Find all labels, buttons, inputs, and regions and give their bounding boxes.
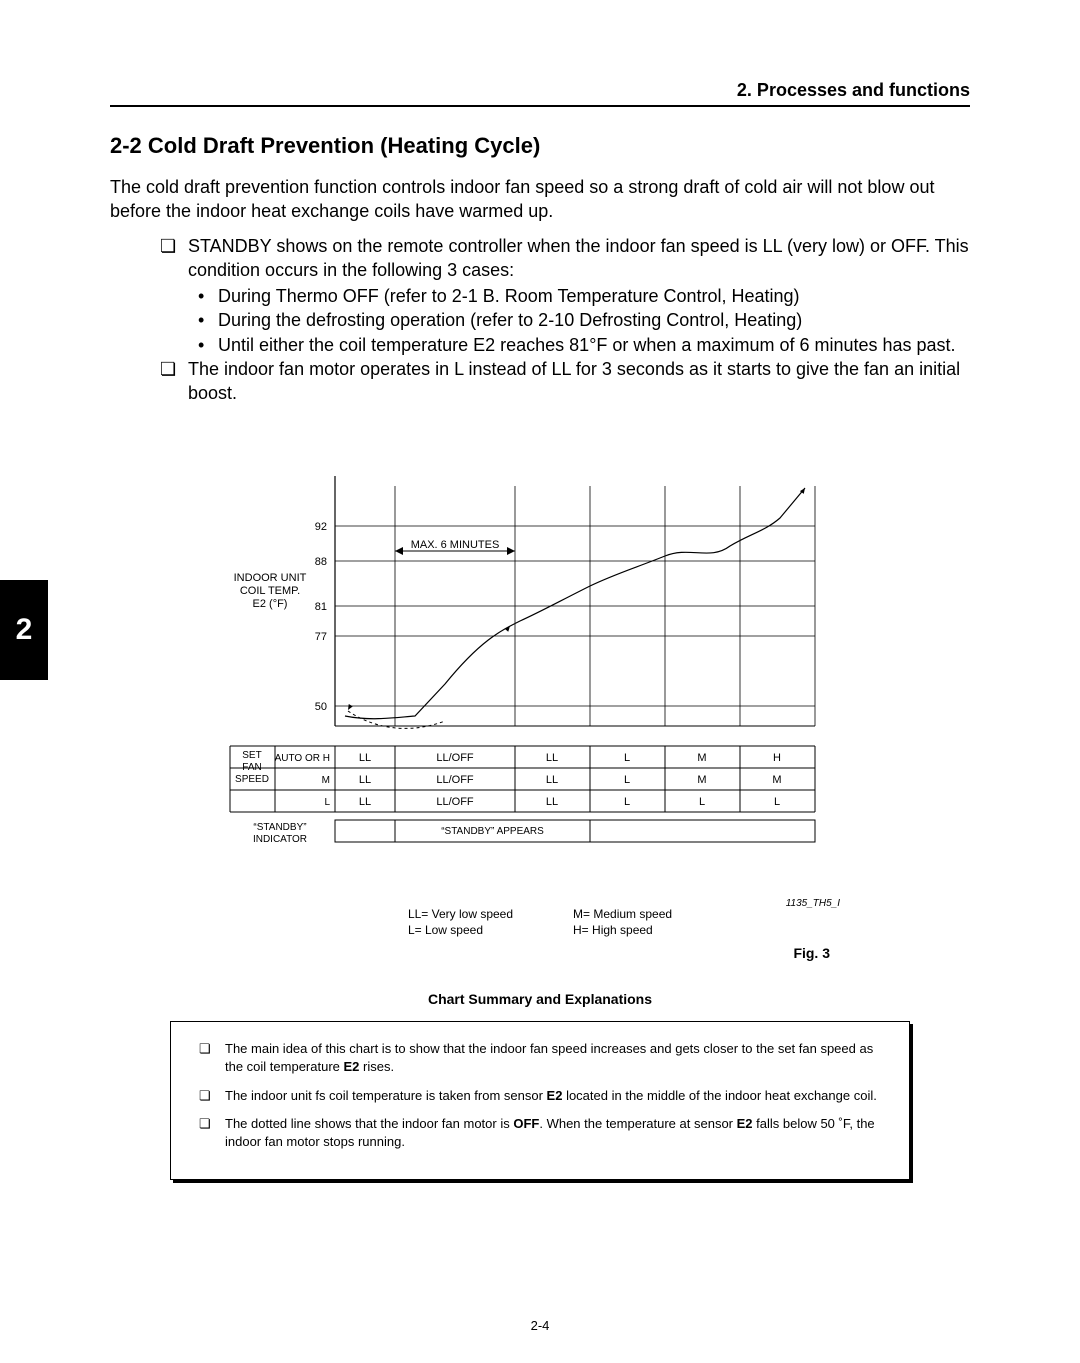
legend: LL= Very low speed L= Low speed M= Mediu… — [220, 906, 860, 940]
list-item-2-text: The indoor fan motor operates in L inste… — [188, 357, 970, 406]
legend-h: H= High speed — [573, 922, 672, 939]
svg-text:92: 92 — [315, 521, 327, 533]
svg-text:LL/OFF: LL/OFF — [436, 752, 474, 764]
list-item-2: ❏ The indoor fan motor operates in L ins… — [160, 357, 970, 406]
standby-row: “STANDBY”INDICATOR “STANDBY” APPEARS — [253, 820, 815, 845]
svg-text:50: 50 — [315, 701, 327, 713]
svg-text:LL: LL — [359, 774, 371, 786]
svg-text:M: M — [772, 774, 781, 786]
svg-text:M: M — [697, 752, 706, 764]
y-ticks: 92 88 81 77 50 — [315, 521, 327, 713]
main-list: ❏ STANDBY shows on the remote controller… — [160, 234, 970, 406]
section-title: 2-2 Cold Draft Prevention (Heating Cycle… — [110, 133, 970, 159]
svg-text:81: 81 — [315, 601, 327, 613]
bullet-icon: • — [198, 284, 210, 308]
sub-list: • During Thermo OFF (refer to 2-1 B. Roo… — [198, 284, 970, 357]
temperature-curve — [345, 488, 805, 719]
arrow-right-icon — [507, 547, 515, 555]
svg-text:“STANDBY” APPEARS: “STANDBY” APPEARS — [441, 826, 544, 837]
sub-item-2-text: During the defrosting operation (refer t… — [218, 308, 802, 332]
svg-text:SPEED: SPEED — [235, 774, 269, 785]
sub-item-2: • During the defrosting operation (refer… — [198, 308, 970, 332]
summary-item-1-text: The main idea of this chart is to show t… — [225, 1040, 881, 1076]
svg-text:FAN: FAN — [242, 762, 261, 773]
svg-text:M: M — [697, 774, 706, 786]
sub-item-1: • During Thermo OFF (refer to 2-1 B. Roo… — [198, 284, 970, 308]
svg-text:AUTO OR H: AUTO OR H — [275, 753, 330, 764]
svg-text:LL: LL — [546, 796, 558, 808]
summary-item-2-text: The indoor unit fs coil temperature is t… — [225, 1087, 877, 1105]
svg-text:M: M — [322, 775, 330, 786]
page-content: 2. Processes and functions 2-2 Cold Draf… — [0, 0, 1080, 1220]
sub-item-3: • Until either the coil temperature E2 r… — [198, 333, 970, 357]
summary-item-1: ❏ The main idea of this chart is to show… — [199, 1040, 881, 1076]
summary-item-3: ❏ The dotted line shows that the indoor … — [199, 1115, 881, 1151]
summary-box: ❏ The main idea of this chart is to show… — [170, 1021, 910, 1180]
legend-ll: LL= Very low speed — [408, 906, 513, 923]
sub-item-1-text: During Thermo OFF (refer to 2-1 B. Room … — [218, 284, 800, 308]
svg-text:88: 88 — [315, 556, 327, 568]
chart-svg: INDOOR UNITCOIL TEMP.E2 (°F) MAX. 6 MINU… — [220, 466, 860, 896]
svg-text:L: L — [624, 796, 630, 808]
chart-container: INDOOR UNITCOIL TEMP.E2 (°F) MAX. 6 MINU… — [220, 466, 860, 962]
arrow-left-icon — [395, 547, 403, 555]
svg-text:SET: SET — [242, 750, 261, 761]
summary-item-3-text: The dotted line shows that the indoor fa… — [225, 1115, 881, 1151]
curve-arrowhead-start-icon — [348, 704, 353, 710]
svg-text:L: L — [774, 796, 780, 808]
svg-text:LL/OFF: LL/OFF — [436, 774, 474, 786]
list-item-1: ❏ STANDBY shows on the remote controller… — [160, 234, 970, 283]
intro-paragraph: The cold draft prevention function contr… — [110, 175, 970, 224]
list-item-1-text: STANDBY shows on the remote controller w… — [188, 234, 970, 283]
header-section-label: 2. Processes and functions — [110, 80, 970, 107]
svg-text:INDICATOR: INDICATOR — [253, 834, 307, 845]
svg-text:77: 77 — [315, 631, 327, 643]
svg-text:LL: LL — [546, 752, 558, 764]
y-axis-label: INDOOR UNITCOIL TEMP.E2 (°F) — [234, 572, 307, 610]
curve-arrowhead-mid-icon — [505, 626, 510, 632]
checkbox-icon: ❏ — [199, 1115, 213, 1151]
bullet-icon: • — [198, 333, 210, 357]
legend-m: M= Medium speed — [573, 906, 672, 923]
max-6-label: MAX. 6 MINUTES — [411, 539, 500, 551]
svg-text:“STANDBY”: “STANDBY” — [253, 822, 306, 833]
reference-id: 1135_TH5_I — [786, 898, 840, 909]
fan-speed-table: SETFANSPEEDAUTO OR HMLLLLL/OFFLLLMHLLLL/… — [235, 750, 782, 808]
summary-item-2: ❏ The indoor unit fs coil temperature is… — [199, 1087, 881, 1105]
legend-col-2: M= Medium speed H= High speed — [573, 906, 672, 940]
svg-text:L: L — [699, 796, 705, 808]
checkbox-icon: ❏ — [199, 1040, 213, 1076]
svg-text:LL: LL — [359, 796, 371, 808]
svg-text:L: L — [624, 774, 630, 786]
svg-text:LL/OFF: LL/OFF — [436, 796, 474, 808]
svg-text:H: H — [773, 752, 781, 764]
svg-text:LL: LL — [359, 752, 371, 764]
page-number: 2-4 — [0, 1318, 1080, 1333]
svg-text:L: L — [324, 797, 330, 808]
svg-text:L: L — [624, 752, 630, 764]
sub-item-3-text: Until either the coil temperature E2 rea… — [218, 333, 956, 357]
figure-label: Fig. 3 — [220, 945, 830, 961]
checkbox-icon: ❏ — [160, 357, 178, 406]
bullet-icon: • — [198, 308, 210, 332]
svg-text:LL: LL — [546, 774, 558, 786]
summary-title: Chart Summary and Explanations — [110, 991, 970, 1007]
checkbox-icon: ❏ — [160, 234, 178, 283]
checkbox-icon: ❏ — [199, 1087, 213, 1105]
legend-col-1: LL= Very low speed L= Low speed — [408, 906, 513, 940]
legend-l: L= Low speed — [408, 922, 513, 939]
